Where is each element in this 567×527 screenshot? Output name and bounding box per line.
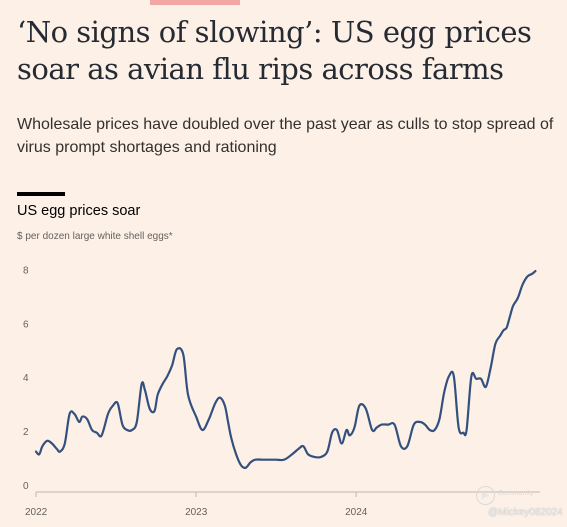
watermark: ▶ Community @Mickey082024 (476, 484, 566, 524)
standfirst: Wholesale prices have doubled over the p… (17, 116, 554, 156)
watermark-handle: @Mickey082024 (488, 507, 563, 518)
x-tick-label: 2024 (345, 507, 368, 518)
chart-title: US egg prices soar (17, 203, 141, 219)
top-accent-bar (150, 0, 240, 5)
y-tick-label: 8 (23, 265, 29, 276)
headline: ‘No signs of slowing’: US egg prices soa… (17, 15, 532, 86)
x-tick-label: 2023 (185, 507, 208, 518)
y-tick-label: 6 (23, 319, 29, 330)
y-tick-label: 2 (23, 427, 29, 438)
play-circle-icon: ▶ (476, 486, 495, 505)
watermark-community: Community (498, 490, 534, 497)
chart-header-rule (17, 192, 65, 196)
y-tick-label: 0 (23, 481, 29, 492)
y-tick-label: 4 (23, 373, 29, 384)
x-tick-label: 2022 (25, 507, 48, 518)
chart-subtitle: $ per dozen large white shell eggs* (17, 231, 173, 242)
egg-price-line (34, 270, 537, 469)
